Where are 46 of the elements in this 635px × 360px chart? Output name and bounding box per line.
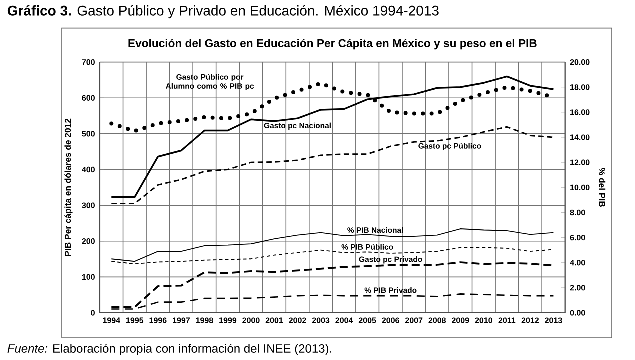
- y2-tick-label: 8.00: [570, 210, 586, 216]
- x-tick-label: 2013: [545, 318, 562, 324]
- y2-tick-label: 6.00: [570, 235, 586, 241]
- y2-tick-label: 4.00: [570, 260, 586, 266]
- x-tick-label: 2010: [475, 318, 492, 324]
- y2-tick-label: 18.00: [570, 84, 590, 90]
- y-tick-label: 300: [82, 202, 95, 209]
- line-series: [110, 76, 555, 198]
- y2-tick-label: 20.00: [570, 60, 590, 66]
- chart-subtitle: Evolución del Gasto en Educación Per Cápita en México y su peso en el PIB: [128, 39, 537, 50]
- chart-title: Gráfico 3. Gasto Público y Privado en Educación. México 1994-2013: [8, 5, 439, 19]
- y-axis-title: PIB Per cápita en dólares de 2012: [64, 119, 73, 256]
- x-tick-label: 1995: [126, 318, 144, 324]
- x-tick-label: 2000: [242, 318, 260, 324]
- y-tick-label: 700: [82, 60, 95, 66]
- x-tick-label: 1998: [196, 318, 214, 324]
- x-tick-label: 2005: [358, 318, 376, 324]
- x-tick-label: 2006: [382, 318, 400, 324]
- y-tick-label: 500: [82, 131, 95, 137]
- x-tick-label: 2011: [498, 318, 516, 324]
- y-tick-label: 0: [91, 310, 95, 316]
- x-tick-label: 2004: [336, 318, 354, 324]
- y2-tick-label: 10.00: [570, 184, 590, 191]
- x-tick-label: 2007: [405, 318, 423, 324]
- y2-tick-label: 0.00: [570, 310, 586, 316]
- text: Fuente: Elaboración propia con información del INEE (2013).: [8, 344, 332, 356]
- x-tick-label: 2003: [312, 318, 330, 324]
- y2-tick-label: 14.00: [570, 134, 590, 140]
- y-tick-label: 100: [82, 274, 95, 280]
- x-tick-label: 2009: [452, 318, 470, 324]
- y2-axis-title: % del PIB: [599, 168, 606, 208]
- x-tick-label: 2008: [428, 318, 446, 324]
- y-tick-label: 400: [82, 167, 95, 173]
- x-tick-label: 1994: [103, 318, 120, 324]
- x-tick-label: 2001: [266, 318, 284, 324]
- x-tick-label: 1997: [173, 318, 190, 324]
- y2-tick-label: 2.00: [570, 285, 586, 291]
- y-tick-label: 600: [82, 95, 95, 102]
- y2-tick-label: 16.00: [570, 110, 590, 116]
- line-series: [111, 228, 554, 262]
- y2-tick-label: 12.00: [570, 160, 590, 166]
- x-tick-label: 1999: [220, 318, 237, 324]
- y-tick-label: 200: [82, 238, 95, 244]
- x-tick-label: 2012: [522, 318, 540, 324]
- x-tick-label: 2002: [289, 318, 306, 324]
- x-tick-label: 1996: [150, 318, 167, 324]
